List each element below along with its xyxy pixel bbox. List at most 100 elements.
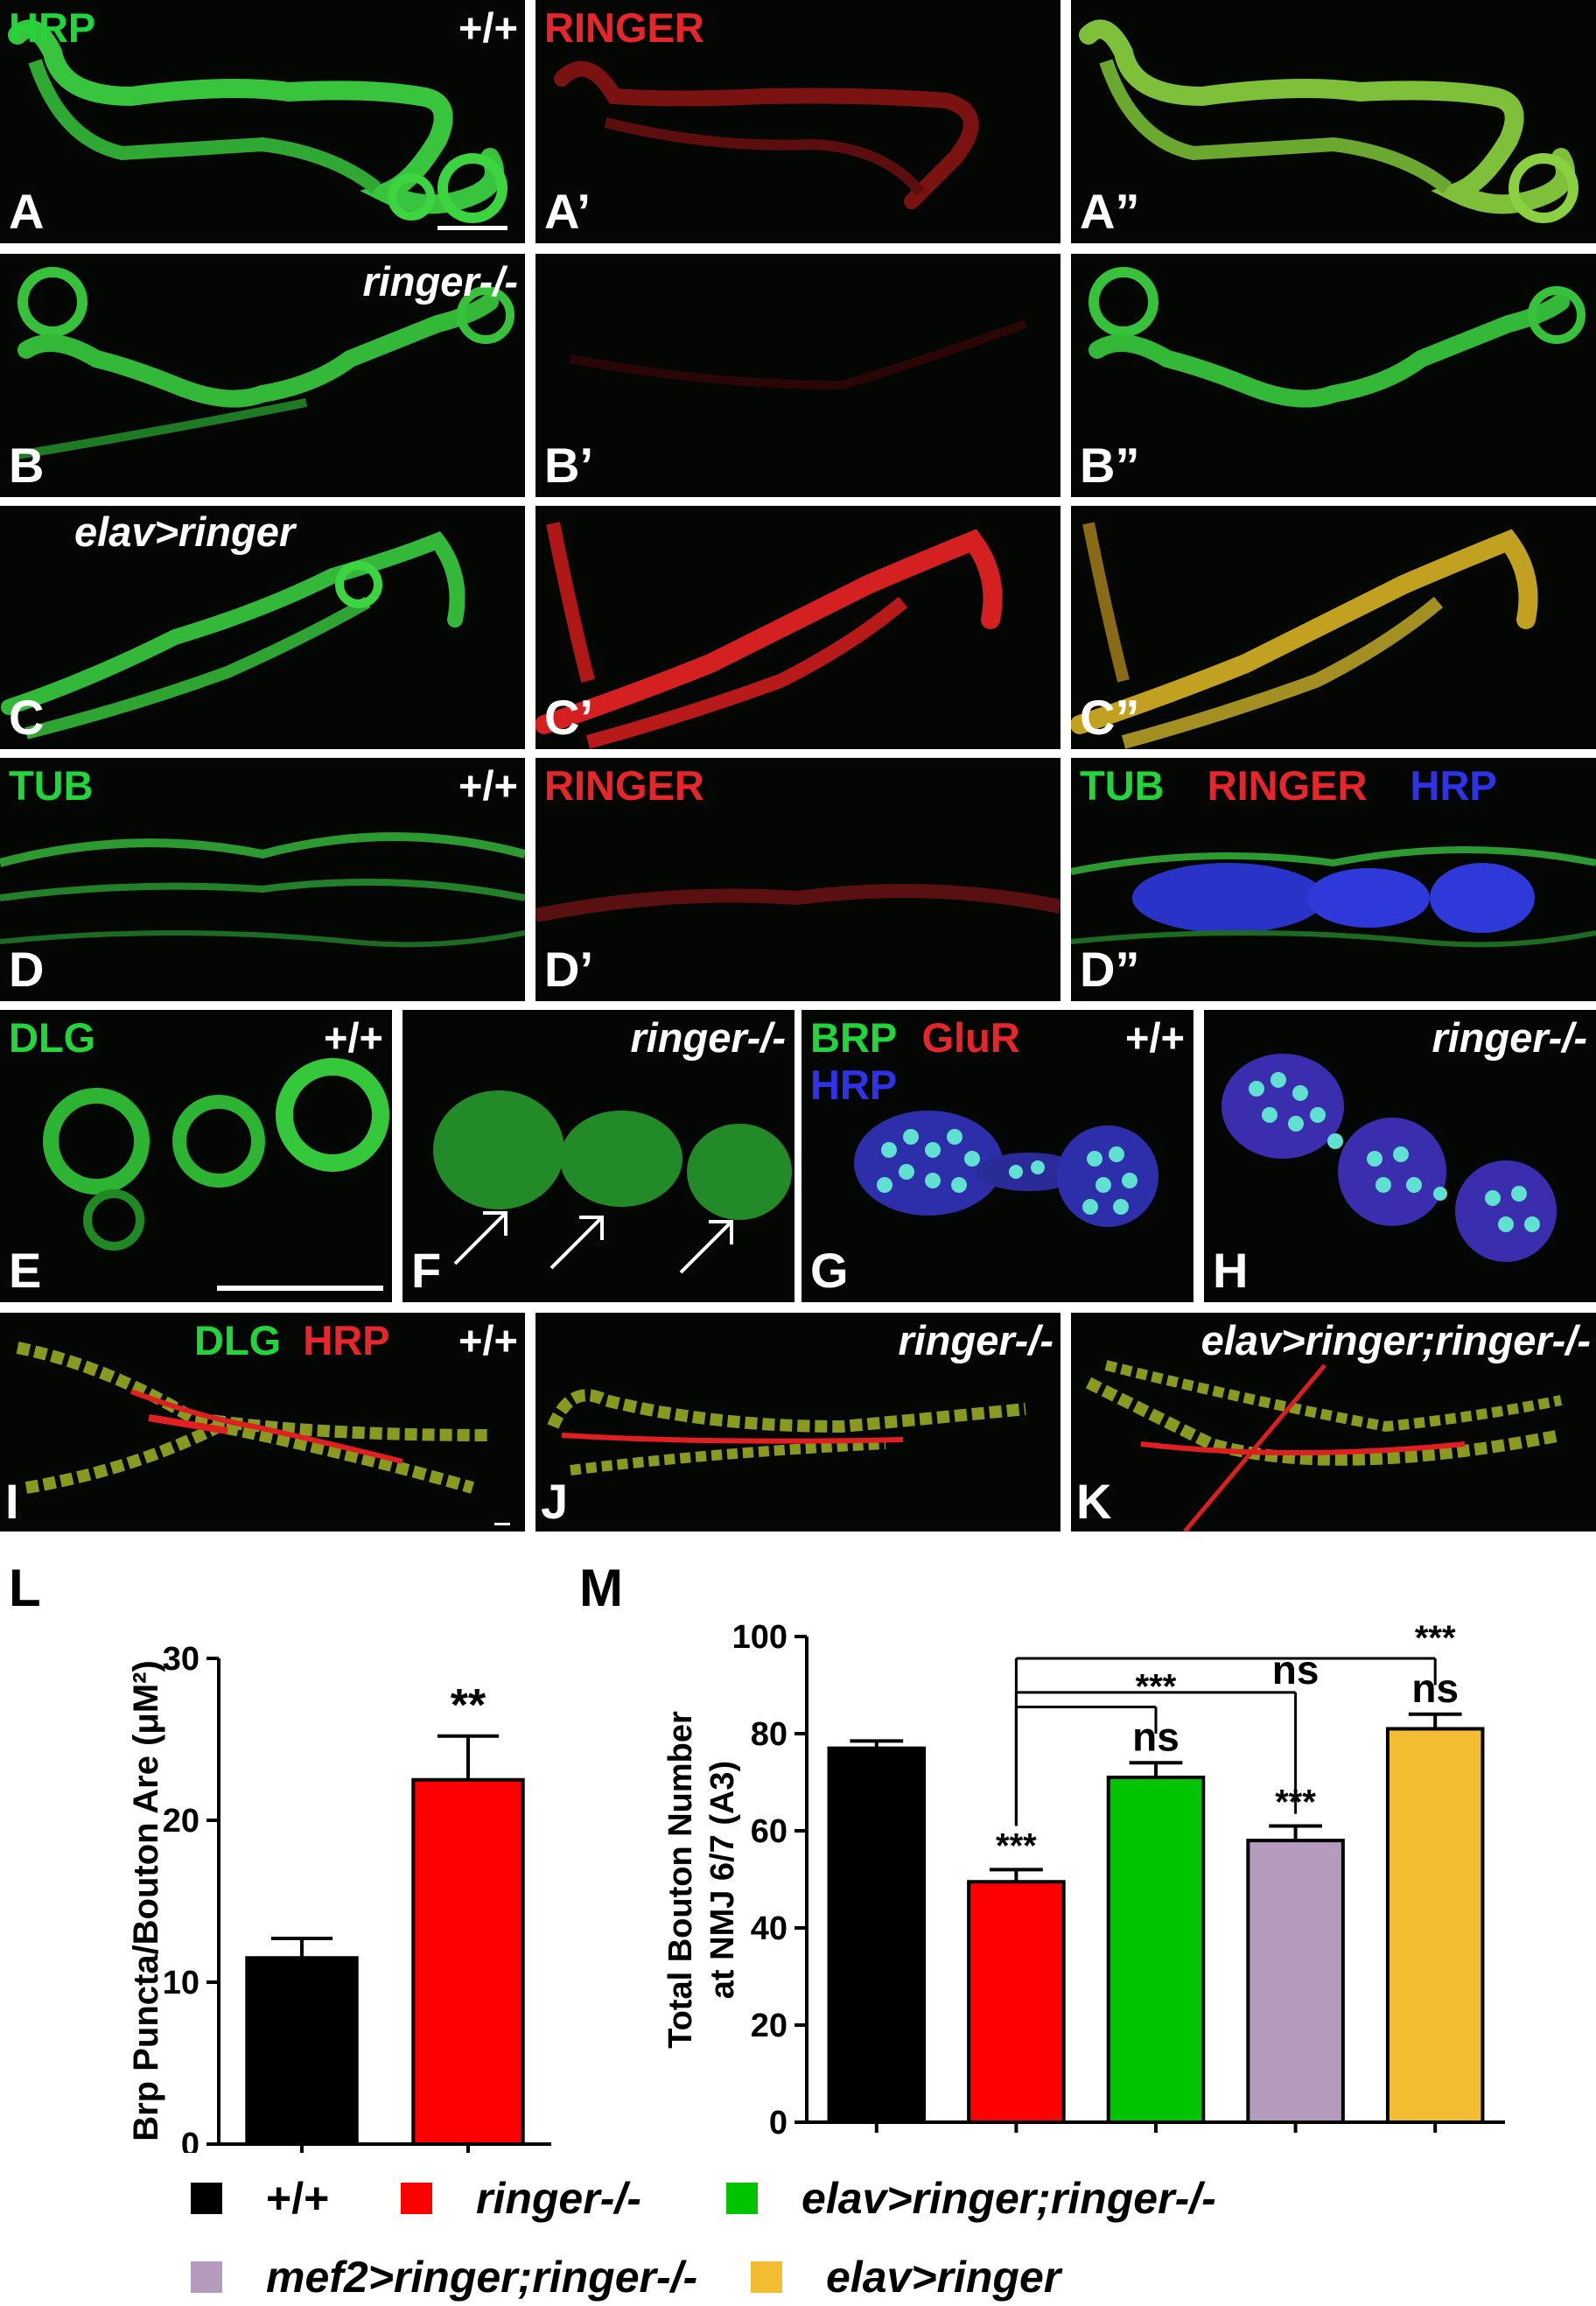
panel-i: DLG HRP +/+ I: [0, 1313, 525, 1531]
legend: +/+ ringer-/- elav>ringer;ringer-/- mef2…: [0, 2148, 1596, 2306]
panel-letter: I: [5, 1474, 19, 1529]
micrograph-brp-glur-hrp: [1222, 1054, 1557, 1262]
panel-letter: H: [1213, 1243, 1249, 1298]
micrograph-hrp: [1, 531, 466, 739]
panel-c-prime: C’: [536, 506, 1060, 749]
genotype-label: +/+: [1125, 1014, 1185, 1061]
panel-letter: G: [810, 1243, 849, 1298]
panel-letter: D’: [544, 942, 593, 997]
significance-label: **: [451, 1680, 486, 1731]
panel-g: BRP GluR HRP +/+ G: [802, 1010, 1194, 1302]
channel-label: RINGER: [1207, 762, 1368, 809]
micrograph-dlg: [43, 1058, 389, 1251]
scale-bar: [438, 226, 508, 230]
genotype-label: elav>ringer: [74, 508, 296, 555]
panel-letter: B’: [544, 438, 593, 493]
micrograph-merge: [1079, 19, 1578, 223]
y-axis-label-line-2: at NMJ 6/7 (A3): [704, 1761, 741, 1999]
panel-d-double-prime: TUB RINGER HRP D”: [1071, 758, 1596, 1001]
legend-label: mef2>ringer;ringer-/-: [266, 2253, 698, 2302]
legend-swatch: [751, 2261, 782, 2293]
channel-label: DLG: [9, 1014, 96, 1061]
panel-b-prime: B’: [536, 254, 1060, 497]
panel-h: ringer-/- H: [1204, 1010, 1596, 1302]
channel-label: GluR: [921, 1014, 1020, 1061]
significance-label: ***: [996, 1826, 1037, 1865]
panel-a: HRP +/+ A: [0, 0, 525, 243]
channel-label: RINGER: [544, 4, 704, 51]
legend-label: elav>ringer;ringer-/-: [802, 2174, 1216, 2223]
micrograph-ringer: [570, 319, 1027, 390]
legend-item: elav>ringer;ringer-/-: [726, 2173, 1216, 2224]
channel-label: TUB: [9, 762, 94, 809]
panel-letter: K: [1076, 1474, 1112, 1529]
channel-label: HRP: [1410, 762, 1497, 809]
y-tick-label: 20: [751, 2008, 788, 2044]
bar: [827, 1746, 927, 2124]
panel-letter-m: M: [579, 1559, 623, 1617]
bar: [411, 1777, 525, 2146]
y-axis-label: Brp Puncta/Bouton Are (μM²): [127, 1660, 165, 2141]
y-tick-label: 20: [163, 1803, 200, 1840]
genotype-label: +/+: [324, 1014, 383, 1061]
panel-k: elav>ringer;ringer-/- K: [1071, 1313, 1596, 1531]
panel-letter: A”: [1080, 184, 1140, 239]
y-tick-label: 100: [732, 1619, 788, 1656]
micrograph-merge: [1071, 522, 1538, 749]
panel-d-prime: RINGER D’: [536, 758, 1060, 1001]
panel-letter: B: [9, 438, 45, 493]
micrograph-merge: [1088, 267, 1586, 408]
genotype-label: +/+: [458, 4, 518, 51]
y-tick-label: 10: [163, 1965, 200, 2001]
bar: [245, 1956, 359, 2146]
bar: [967, 1880, 1066, 2124]
micrograph-dlg-hrp: [1085, 1360, 1563, 1531]
panel-j: ringer-/- J: [536, 1313, 1060, 1531]
panel-a-double-prime: A”: [1071, 0, 1596, 243]
scale-bar: [217, 1286, 383, 1291]
micrograph-dlg-hrp: [547, 1389, 1026, 1475]
genotype-label: +/+: [458, 762, 518, 809]
comparison-label: ns: [1272, 1647, 1320, 1693]
legend-swatch: [401, 2183, 432, 2214]
panel-letter-l: L: [9, 1559, 41, 1617]
channel-label: TUB: [1080, 762, 1165, 809]
legend-swatch: [191, 2183, 222, 2214]
legend-item: +/+: [191, 2173, 329, 2224]
channel-label: HRP: [9, 4, 96, 51]
panel-a-prime: RINGER A’: [536, 0, 1060, 243]
micrograph-dlg: [433, 1090, 792, 1274]
legend-label: elav>ringer: [826, 2253, 1061, 2302]
bar: [1246, 1839, 1345, 2124]
panel-d: TUB +/+ D: [0, 758, 525, 1001]
panel-letter: C’: [544, 690, 593, 745]
bar: [1106, 1775, 1206, 2124]
y-tick-label: 80: [751, 1716, 788, 1753]
y-tick-label: 0: [181, 2127, 200, 2153]
comparison-label: ***: [1136, 1667, 1177, 1706]
channel-label: HRP: [303, 1317, 390, 1363]
panel-letter: C”: [1080, 690, 1140, 745]
comparison-label: ***: [1415, 1619, 1456, 1658]
genotype-label: ringer-/-: [362, 258, 518, 305]
channel-labels: TUB RINGER HRP: [1080, 765, 1497, 806]
panel-letter: A: [9, 184, 45, 239]
y-tick-label: 0: [769, 2105, 788, 2141]
y-tick-label: 30: [163, 1641, 200, 1678]
panel-letter: A’: [544, 184, 591, 239]
y-axis-label-line-1: Total Bouton Number: [662, 1711, 699, 2049]
genotype-label: ringer-/-: [898, 1317, 1054, 1363]
panel-b: ringer-/- B: [0, 254, 525, 497]
scale-bar: [494, 1523, 510, 1525]
panel-letter: B”: [1080, 438, 1140, 493]
micrograph-ringer: [536, 884, 1060, 922]
y-tick-label: 40: [751, 1910, 788, 1947]
panel-c: elav>ringer C: [0, 506, 525, 749]
legend-item: ringer-/-: [401, 2173, 641, 2224]
micrograph-dlg-hrp: [16, 1342, 491, 1494]
legend-label: +/+: [266, 2174, 330, 2223]
micrograph-hrp: [17, 267, 514, 459]
micrograph-tub: [0, 832, 525, 948]
chart-m: 0 20 40 60 80 100 Total Bouton Number at NMJ 6/…: [662, 1619, 1505, 2141]
